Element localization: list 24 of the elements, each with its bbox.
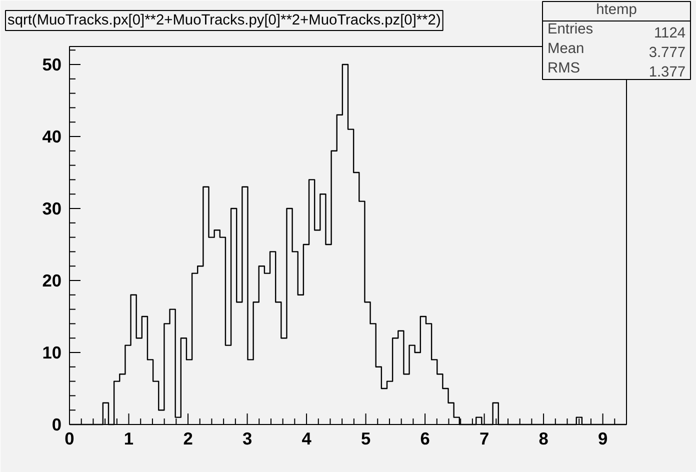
- x-tick-label: 8: [538, 428, 549, 448]
- x-tick-label: 2: [183, 428, 193, 448]
- y-tick-label: 0: [52, 414, 62, 434]
- annotation: Mean: [548, 41, 584, 57]
- x-tick-label: 9: [598, 428, 608, 448]
- text: htemp: [596, 2, 637, 18]
- x-tick-label: 4: [302, 428, 312, 448]
- text: Entries: [548, 22, 594, 38]
- x-tick-label: 1: [124, 428, 134, 448]
- text: 3.777: [648, 45, 686, 61]
- x-tick-label: 5: [360, 428, 371, 448]
- text: 1.377: [648, 64, 686, 80]
- x-tick-label: 6: [420, 428, 430, 448]
- chart-title: sqrt(MuoTracks.px[0]**2+MuoTracks.py[0]**2+MuoTracks.pz[0]**2): [8, 12, 441, 28]
- x-tick-label: 0: [64, 428, 74, 448]
- y-tick-label: 10: [42, 342, 62, 362]
- y-tick-label: 20: [42, 270, 62, 290]
- y-tick-label: 50: [42, 54, 62, 74]
- y-tick-label: 30: [42, 198, 62, 218]
- text: 1124: [654, 26, 686, 42]
- annotation: RMS: [548, 60, 580, 76]
- x-tick-label: 7: [479, 428, 490, 448]
- y-tick-label: 40: [42, 126, 62, 146]
- x-tick-label: 3: [242, 428, 252, 448]
